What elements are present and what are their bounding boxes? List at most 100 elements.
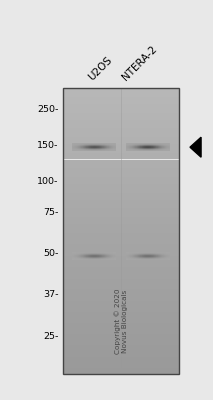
Bar [63,280,179,282]
Bar [63,308,179,309]
Bar [63,260,179,262]
Bar [63,284,179,285]
Bar [63,361,179,362]
Bar [63,204,179,205]
Bar [63,353,179,354]
Bar [63,111,179,112]
Bar [63,166,179,167]
Bar [63,168,179,169]
Bar [63,218,179,219]
Bar [63,310,179,311]
Bar [63,332,179,333]
Bar [63,312,179,313]
Bar [63,136,179,137]
Bar [63,130,179,131]
Text: U2OS: U2OS [87,54,114,82]
Bar [63,137,179,138]
Bar [63,291,179,292]
Bar [63,232,179,233]
Bar [63,238,179,239]
Bar [63,194,179,195]
Bar [63,337,179,338]
Bar [63,371,179,372]
Bar [63,243,179,244]
Bar [63,135,179,136]
Bar [63,148,179,149]
Bar [63,225,179,226]
Bar [63,240,179,242]
Bar [63,144,179,145]
Bar [63,347,179,348]
Bar [63,237,179,238]
Bar [63,331,179,332]
Bar [63,173,179,174]
Bar [63,248,179,249]
Bar [63,339,179,340]
Bar [63,176,179,177]
Bar [63,217,179,218]
Bar [63,125,179,126]
Bar [63,306,179,307]
Bar [63,273,179,274]
Bar [63,127,179,128]
Bar [63,231,179,232]
Bar [63,322,179,324]
Bar [63,180,179,182]
Bar [63,278,179,279]
Bar [63,271,179,272]
Bar [63,170,179,171]
Bar [63,252,179,253]
Bar [63,107,179,108]
Bar [63,152,179,153]
Bar [63,242,179,243]
Bar [63,169,179,170]
Bar [63,267,179,268]
Bar [63,364,179,366]
Bar [63,333,179,334]
Bar [63,155,179,156]
Bar [63,100,179,101]
Bar [63,250,179,251]
Bar [63,277,179,278]
Bar [63,118,179,120]
Bar [63,96,179,98]
Bar [63,142,179,143]
Bar [63,352,179,353]
Bar [63,355,179,356]
Bar [63,329,179,330]
Bar [63,167,179,168]
Bar [63,124,179,125]
Bar [63,299,179,300]
Bar [63,245,179,246]
Bar [63,356,179,357]
Bar [63,253,179,254]
Bar [63,215,179,216]
Bar [63,140,179,141]
Text: 37-: 37- [43,290,59,299]
Bar [63,315,179,316]
Bar [63,338,179,339]
Bar [63,246,179,247]
Text: Copyright © 2020
Novus Biologicals: Copyright © 2020 Novus Biologicals [114,288,128,354]
Bar [63,187,179,188]
Bar [63,219,179,220]
Bar [63,91,179,92]
Bar [63,302,179,304]
Bar [63,195,179,196]
Bar [63,88,179,374]
Bar [63,200,179,202]
Bar [63,134,179,135]
Bar [63,251,179,252]
Bar [63,147,179,148]
Bar [63,274,179,275]
Bar [63,276,179,277]
Bar [63,106,179,107]
Bar [63,354,179,355]
Bar [63,171,179,172]
Bar [63,185,179,186]
Bar [63,362,179,364]
Bar [63,275,179,276]
Bar [63,293,179,294]
Bar [63,313,179,314]
Bar [63,92,179,93]
